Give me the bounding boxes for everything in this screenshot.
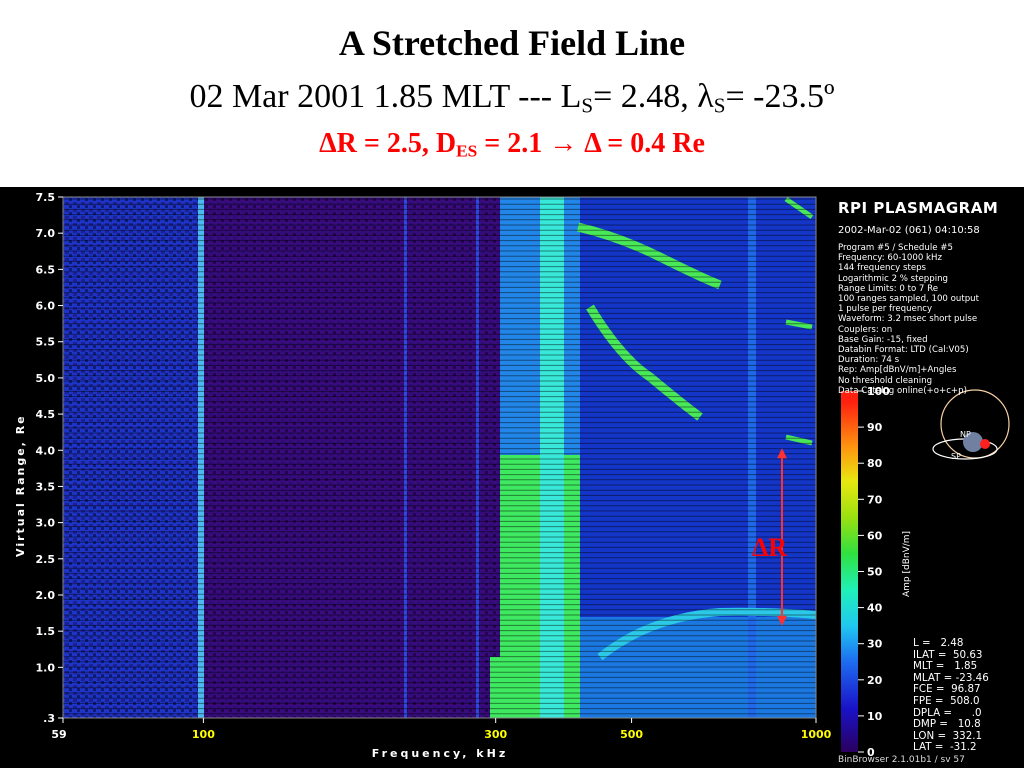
orbit-diagram: NP SP — [932, 389, 1010, 461]
param-line: MLT = 1.85 — [913, 660, 978, 673]
echo-trace-lower — [597, 607, 817, 661]
info-line: 1 pulse per frequency — [838, 304, 933, 315]
colorbar-tick-label: 50 — [867, 566, 883, 579]
plasmagram-title: RPI PLASMAGRAM — [838, 199, 999, 217]
y-axis-ticks: .3 1.0 1.5 2.0 2.5 3.0 3.5 4.0 4.5 5.0 5.5 6.0 6.5 7.… — [36, 191, 63, 725]
plasma-resonance-band — [540, 197, 564, 718]
info-line: Program #5 / Schedule #5 — [838, 243, 953, 253]
colorbar-tick-label: 30 — [867, 638, 883, 651]
param-line: ILAT = 50.63 — [913, 648, 983, 661]
plot-frame — [62, 196, 817, 719]
param-line: DPLA = .0 — [913, 706, 982, 719]
x-tick-label: 500 — [620, 728, 643, 741]
y-tick-label: 2.0 — [36, 589, 56, 602]
param-line: FCE = 96.87 — [913, 683, 981, 696]
plasmagram-chart: Virtual Range, Re Frequency, kHz .3 1.0 1.… — [14, 191, 1010, 760]
y-tick-label: 5.5 — [36, 336, 56, 349]
x-tick-label: 1000 — [801, 728, 832, 741]
colorbar-ticks: 0 10 20 30 40 50 60 70 80 90 100 — [858, 385, 890, 759]
x-tick-label: 59 — [51, 728, 66, 741]
orbit-label-np: NP — [960, 430, 971, 439]
plasmagram-datetime: 2002-Mar-02 (061) 04:10:58 — [838, 225, 980, 236]
lower-echo-region — [580, 617, 816, 718]
x-tick-label: 100 — [192, 728, 215, 741]
interference-line-b — [476, 197, 479, 718]
interference-line-100khz — [198, 197, 204, 718]
interference-line-a — [404, 197, 407, 718]
echo-trace-right-a — [785, 319, 813, 330]
info-line: Duration: 74 s — [838, 355, 900, 366]
heatmap-area — [63, 196, 817, 718]
info-line: No threshold cleaning — [838, 375, 933, 386]
colorbar-tick-label: 0 — [867, 746, 875, 759]
y-tick-label: 4.0 — [36, 444, 56, 457]
param-line: LAT = -31.2 — [913, 741, 977, 754]
y-tick-label: .3 — [43, 712, 55, 725]
colorbar-tick-label: 90 — [867, 421, 883, 434]
y-tick-label: 1.5 — [36, 625, 56, 638]
slide-title: A Stretched Field Line — [338, 23, 686, 63]
colorbar-label: Amp [dBnV/m] — [902, 530, 912, 597]
param-line: LON = 332.1 — [913, 729, 983, 742]
orbit-label-sp: SP — [951, 452, 961, 461]
y-tick-label: 6.0 — [36, 300, 56, 313]
y-tick-label: 6.5 — [36, 263, 56, 276]
param-line: DMP = 10.8 — [913, 718, 981, 731]
x-tick-label: 300 — [484, 728, 507, 741]
info-line: Couplers: on — [838, 324, 893, 335]
colorbar-tick-label: 70 — [867, 493, 883, 506]
plasmagram-panel: Virtual Range, Re Frequency, kHz .3 1.0 1.… — [0, 187, 1024, 768]
colorbar-tick-label: 100 — [867, 385, 890, 398]
orbit-parameters: L = 2.48 ILAT = 50.63 MLT = 1.85 MLAT = -23… — [913, 637, 989, 754]
param-line: FPE = 508.0 — [913, 694, 980, 707]
y-tick-label: 7.0 — [36, 227, 56, 240]
info-line: Range Limits: 0 to 7 Re — [838, 283, 939, 294]
colorbar-tick-label: 20 — [867, 674, 883, 687]
y-tick-label: 5.0 — [36, 372, 56, 385]
info-line: 100 ranges sampled, 100 output — [838, 294, 979, 305]
info-line: Waveform: 3.2 msec short pulse — [838, 314, 978, 325]
y-tick-label: 3.0 — [36, 517, 56, 530]
info-line: Logarithmic 2 % stepping — [838, 273, 948, 284]
slide-subtitle: 02 Mar 2001 1.85 MLT --- LS= 2.48, λS= -… — [189, 78, 835, 118]
delta-r-arrow — [776, 448, 787, 626]
echo-trace-middle — [586, 304, 703, 421]
info-line: Base Gain: -15, fixed — [838, 334, 928, 345]
y-tick-label: 7.5 — [36, 191, 56, 204]
y-axis-label: Virtual Range, Re — [14, 414, 27, 557]
info-line: Frequency: 60-1000 kHz — [838, 253, 942, 264]
info-line: Data Catalog online(+o+c+p) — [838, 385, 967, 396]
y-tick-label: 3.5 — [36, 480, 56, 493]
y-tick-label: 1.0 — [36, 661, 56, 674]
echo-trace-topright — [784, 196, 814, 220]
interference-line-c — [748, 197, 756, 718]
colorbar-tick-label: 60 — [867, 529, 883, 542]
y-tick-label: 4.5 — [36, 408, 56, 421]
info-line: 144 frequency steps — [838, 263, 927, 274]
param-line: L = 2.48 — [913, 637, 964, 649]
param-line: MLAT = -23.46 — [913, 671, 989, 684]
strong-echo-lower — [490, 657, 510, 718]
x-axis-label: Frequency, kHz — [372, 747, 508, 760]
software-footer: BinBrowser 2.1.01b1 / sv 57 — [838, 755, 965, 765]
y-tick-label: 2.5 — [36, 553, 56, 566]
x-axis-ticks: 59 100 300 500 1000 — [51, 718, 832, 741]
echo-trace-upper — [576, 222, 722, 290]
info-line: Rep: Amp[dBnV/m]+Angles — [838, 365, 957, 376]
info-line: Databin Format: LTD (Cal:V05) — [838, 345, 969, 356]
delta-r-label: ΔR — [752, 533, 788, 562]
colorbar-tick-label: 40 — [867, 602, 883, 615]
delta-summary: ΔR = 2.5, DES = 2.1 → Δ = 0.4 Re — [319, 128, 705, 161]
colorbar — [841, 391, 858, 752]
plasmagram-info-list: Program #5 / Schedule #5 Frequency: 60-10… — [838, 243, 1023, 396]
colorbar-tick-label: 80 — [867, 457, 883, 470]
colorbar-tick-label: 10 — [867, 710, 883, 723]
echo-trace-right-b — [785, 434, 813, 446]
